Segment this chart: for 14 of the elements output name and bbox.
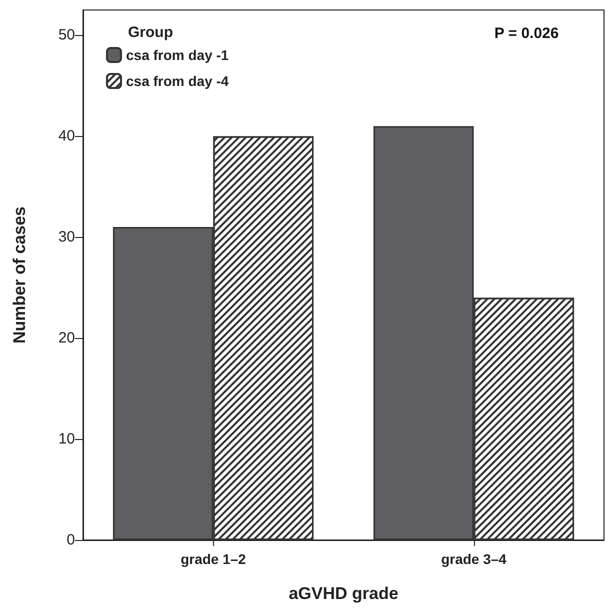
y-tick-label: 10 bbox=[58, 430, 75, 448]
x-tick-label: grade 1–2 bbox=[180, 551, 246, 567]
y-axis-title: Number of cases bbox=[10, 206, 29, 344]
x-tick-label: grade 3–4 bbox=[441, 551, 507, 567]
y-tick-label: 20 bbox=[58, 330, 75, 347]
y-tick-label: 0 bbox=[66, 532, 75, 548]
legend-label: csa from day -1 bbox=[126, 47, 229, 63]
annotation: P = 0.026 bbox=[494, 25, 559, 42]
y-tick-label: 30 bbox=[58, 228, 75, 246]
legend-title: Group bbox=[128, 24, 173, 41]
legend-label: csa from day -4 bbox=[126, 73, 229, 89]
x-axis-title: aGVHD grade bbox=[288, 584, 398, 603]
y-tick-label: 50 bbox=[58, 26, 75, 44]
y-tick-label: 40 bbox=[58, 128, 75, 145]
